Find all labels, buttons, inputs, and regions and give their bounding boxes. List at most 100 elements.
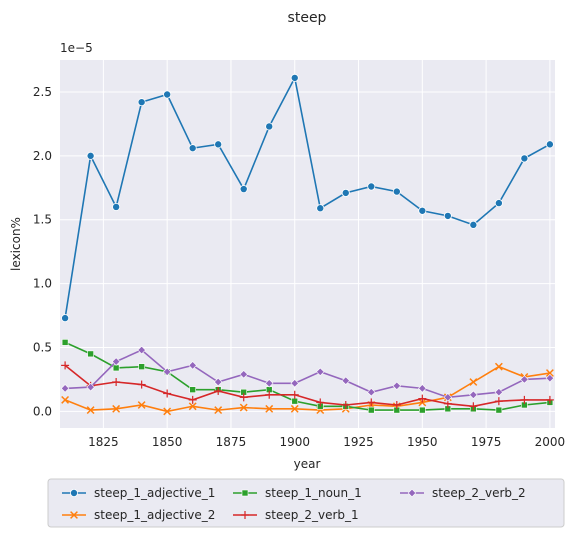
- data-point: [341, 401, 350, 409]
- data-point: [239, 185, 248, 194]
- data-point: [87, 350, 94, 358]
- data-point: [112, 378, 121, 386]
- legend-label: steep_1_noun_1: [265, 486, 362, 500]
- series-line: [64, 365, 551, 413]
- series-line: [65, 349, 550, 399]
- data-point: [469, 378, 478, 386]
- data-point: [392, 187, 401, 196]
- data-point: [265, 390, 274, 399]
- data-point: [188, 361, 197, 370]
- data-point: [316, 398, 325, 407]
- data-point: [61, 339, 69, 346]
- data-point: [494, 362, 503, 371]
- grid: [60, 60, 555, 428]
- data-point: [494, 387, 504, 397]
- y-tick-label: 0.0: [33, 404, 52, 418]
- data-point: [188, 395, 197, 404]
- legend-item: steep_1_adjective_1: [62, 486, 215, 500]
- data-point: [545, 395, 554, 404]
- data-point: [60, 384, 70, 393]
- data-point: [341, 188, 350, 197]
- data-point: [188, 402, 197, 411]
- y-tick-label: 2.5: [33, 85, 52, 99]
- legend: steep_1_adjective_1 steep_1_adjective_2 st…: [47, 478, 565, 528]
- data-point: [61, 361, 70, 370]
- data-point: [367, 398, 376, 407]
- legend-label: steep_1_adjective_1: [94, 486, 215, 500]
- data-point: [112, 202, 121, 211]
- y-tick-label: 2.0: [33, 149, 52, 163]
- data-point: [265, 379, 274, 388]
- plot-background: [60, 60, 555, 428]
- legend-marker: [241, 489, 249, 497]
- legend-label: steep_2_verb_1: [265, 508, 359, 522]
- data-point: [545, 140, 554, 149]
- data-point: [189, 386, 196, 393]
- legend-marker: [70, 511, 78, 519]
- data-point: [163, 90, 172, 99]
- series-line: [64, 364, 550, 408]
- data-point: [419, 406, 426, 414]
- legend-marker: [407, 488, 417, 498]
- data-point: [265, 404, 274, 413]
- legend-label: steep_1_adjective_2: [94, 508, 215, 522]
- data-point: [418, 206, 427, 215]
- data-point: [239, 370, 248, 379]
- data-point: [494, 199, 503, 208]
- data-point: [290, 379, 299, 388]
- series-line: [64, 75, 551, 319]
- data-point: [520, 375, 529, 384]
- data-point: [367, 182, 376, 191]
- legend-label: steep_2_verb_2: [432, 486, 526, 500]
- data-point: [61, 314, 70, 323]
- data-point: [469, 390, 478, 400]
- data-point: [137, 345, 146, 355]
- data-point: [316, 204, 325, 213]
- chart-title: steep: [288, 10, 327, 26]
- data-point: [86, 151, 95, 160]
- data-point: [86, 406, 95, 415]
- legend-marker: [241, 511, 249, 519]
- x-tick-label: 1825: [88, 435, 119, 449]
- series-steep_1_adjective_1: [61, 73, 554, 323]
- data-point: [418, 384, 427, 393]
- legend-marker: [70, 488, 79, 497]
- x-tick-label: 2000: [535, 435, 566, 449]
- data-point: [290, 390, 299, 399]
- y-tick-label: 1.5: [33, 213, 52, 227]
- data-point: [137, 401, 146, 409]
- data-point: [392, 381, 402, 391]
- legend-item: steep_2_verb_1: [233, 508, 359, 522]
- data-point: [392, 401, 401, 409]
- data-point: [214, 140, 223, 149]
- x-tick-label: 1975: [471, 435, 502, 449]
- data-point: [111, 357, 121, 366]
- data-point: [86, 382, 95, 392]
- data-point: [214, 386, 223, 395]
- x-tick-label: 1900: [279, 435, 310, 449]
- x-tick-label: 1850: [152, 435, 183, 449]
- data-point: [367, 387, 376, 397]
- data-point: [163, 407, 172, 416]
- data-point: [137, 98, 146, 107]
- series-line: [64, 341, 550, 411]
- y-axis-label: lexicon%: [9, 217, 23, 271]
- data-point: [137, 380, 146, 389]
- data-point: [112, 364, 120, 372]
- series-steep_2_verb_1: [61, 361, 554, 411]
- x-tick-label: 1875: [216, 435, 247, 449]
- x-axis-label: year: [294, 457, 321, 471]
- data-point: [61, 395, 70, 404]
- tick-labels: 1825 1850 1875 1900 1925 1950 1975 2000 0.0 0.5 1.…: [33, 85, 565, 449]
- legend-item: steep_1_adjective_2: [62, 508, 215, 522]
- legend-item: steep_2_verb_2: [400, 486, 526, 500]
- data-point: [443, 211, 452, 220]
- x-tick-label: 1950: [407, 435, 438, 449]
- y-tick-label: 1.0: [33, 277, 52, 291]
- data-point: [214, 406, 223, 415]
- y-tick-label: 0.5: [33, 341, 52, 355]
- y-offset-label: 1e−5: [60, 41, 93, 55]
- data-point: [112, 404, 121, 413]
- data-point: [443, 393, 453, 402]
